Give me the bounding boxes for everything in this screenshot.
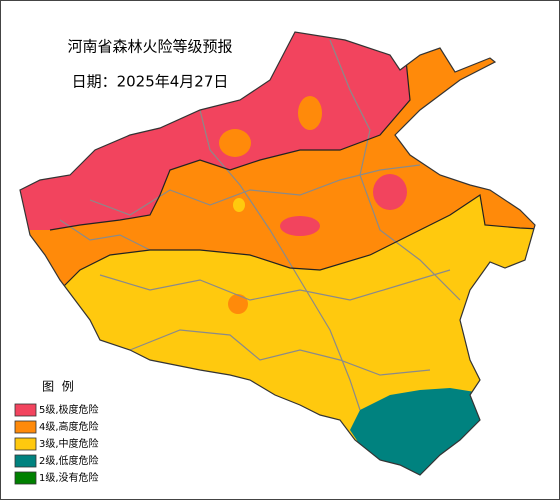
- legend-swatch: [14, 420, 37, 434]
- region: [228, 294, 248, 314]
- county-lines: [59, 39, 461, 411]
- legend: 5级,极度危险 4级,高度危险 3级,中度危险 2级,低度危险 1级,没有危险: [14, 403, 99, 485]
- region: [373, 174, 407, 210]
- legend-swatch: [14, 471, 37, 485]
- region: [219, 129, 251, 157]
- level-boundaries: [49, 32, 535, 291]
- legend-title: 图 例: [42, 380, 74, 394]
- legend-label: 1级,没有危险: [39, 471, 99, 484]
- region: [298, 96, 322, 130]
- legend-swatch: [14, 403, 37, 417]
- legend-label: 5级,极度危险: [39, 403, 99, 416]
- legend-label: 4级,高度危险: [39, 420, 99, 433]
- legend-label: 2级,低度危险: [39, 454, 99, 467]
- region: [233, 198, 245, 212]
- map-date: 日期：2025年4月27日: [72, 73, 229, 91]
- legend-swatch: [14, 437, 37, 451]
- map-title: 河南省森林火险等级预报: [67, 38, 232, 56]
- legend-label: 3级,中度危险: [39, 437, 99, 450]
- region: [350, 388, 480, 475]
- region: [280, 216, 320, 236]
- legend-swatch: [14, 454, 37, 468]
